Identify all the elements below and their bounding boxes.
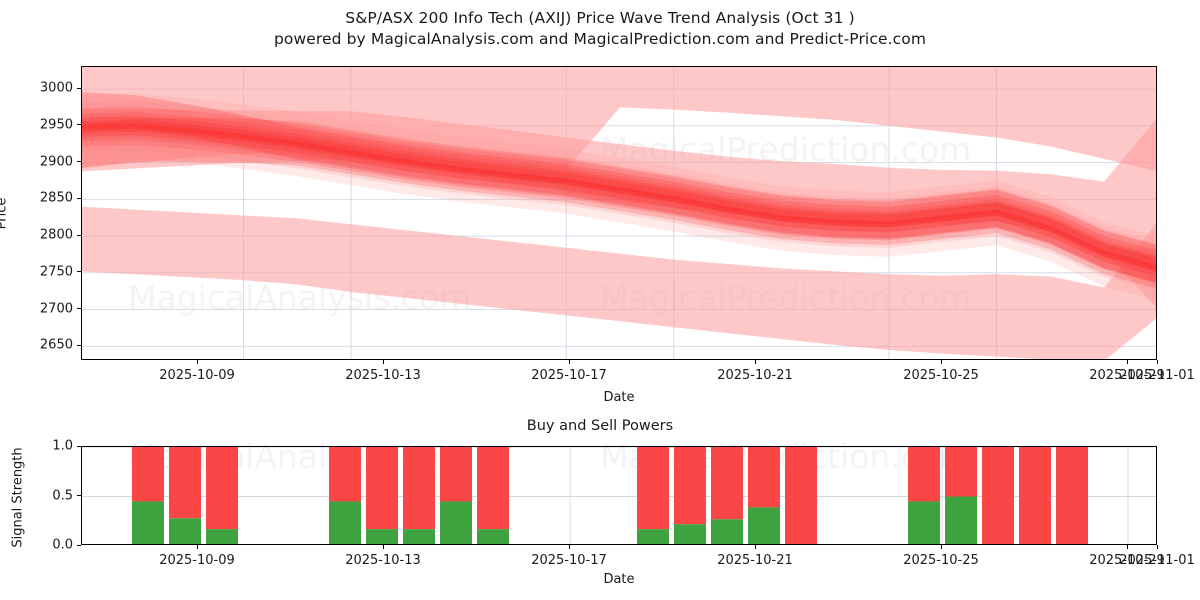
price-x-tick-label: 2025-10-29 — [1089, 368, 1165, 383]
signal-x-tick-mark — [568, 545, 570, 549]
buy-power-bar — [945, 496, 977, 544]
price-x-tick-label: 2025-11-01 — [1119, 368, 1195, 383]
sell-power-bar — [785, 447, 817, 544]
buy-power-bar — [403, 529, 435, 544]
price-chart-axes — [81, 66, 1157, 360]
sell-power-bar — [1056, 447, 1088, 544]
signal-bars — [132, 447, 1088, 544]
price-wave-plot — [82, 67, 1156, 359]
buy-power-bar — [637, 529, 669, 544]
sell-power-bar — [403, 447, 435, 530]
price-x-axis-label: Date — [603, 390, 635, 405]
signal-x-tick-label: 2025-10-13 — [345, 553, 421, 568]
signal-x-tick-mark — [1156, 545, 1158, 549]
chart-title-line-2: powered by MagicalAnalysis.com and Magic… — [273, 30, 927, 48]
signal-x-axis-label: Date — [603, 572, 635, 587]
sell-power-bar — [748, 447, 780, 508]
price-y-tick-label: 2650 — [39, 337, 73, 353]
price-x-tick-mark — [1126, 360, 1128, 364]
buy-power-bar — [908, 501, 940, 544]
sell-power-bar — [637, 447, 669, 530]
buy-power-bar — [711, 519, 743, 544]
price-x-tick-mark — [940, 360, 942, 364]
buy-power-bar — [329, 501, 361, 544]
buy-power-bar — [366, 529, 398, 544]
signal-x-tick-mark — [196, 545, 198, 549]
price-axis-label: Price — [0, 197, 10, 230]
sell-power-bar — [477, 447, 509, 530]
chart-title-block: S&P/ASX 200 Info Tech (AXIJ) Price Wave … — [0, 8, 1200, 50]
price-wave-edges — [82, 115, 1156, 276]
signal-x-tick-label: 2025-10-09 — [159, 553, 235, 568]
buy-power-bar — [132, 501, 164, 544]
sell-power-bar — [440, 447, 472, 502]
signal-x-tick-label: 2025-10-29 — [1089, 553, 1165, 568]
sell-power-bar — [674, 447, 706, 525]
price-x-tick-label: 2025-10-09 — [159, 368, 235, 383]
price-x-tick-label: 2025-10-25 — [903, 368, 979, 383]
buy-power-bar — [169, 518, 201, 544]
chart-title-line-1: S&P/ASX 200 Info Tech (AXIJ) Price Wave … — [345, 9, 855, 27]
sell-power-bar — [132, 447, 164, 502]
sell-power-bar — [945, 447, 977, 497]
price-x-tick-label: 2025-10-21 — [717, 368, 793, 383]
price-x-tick-mark — [754, 360, 756, 364]
buy-power-bar — [440, 501, 472, 544]
signal-y-tick-label: 0.0 — [52, 537, 73, 553]
buy-power-bar — [477, 529, 509, 544]
sell-power-bar — [711, 447, 743, 520]
buy-sell-powers-plot — [82, 447, 1156, 544]
sell-power-bar — [908, 447, 940, 502]
signal-x-tick-mark — [754, 545, 756, 549]
signal-axis-label: Signal Strength — [10, 447, 26, 548]
sell-power-bar — [206, 447, 238, 530]
signal-x-tick-label: 2025-10-17 — [531, 553, 607, 568]
price-y-tick-label: 2700 — [39, 301, 73, 317]
buy-power-bar — [748, 507, 780, 544]
price-x-tick-label: 2025-10-13 — [345, 368, 421, 383]
price-y-tick-label: 2950 — [39, 117, 73, 133]
price-wave-ribbons — [82, 91, 1156, 301]
signal-x-tick-label: 2025-10-25 — [903, 553, 979, 568]
sell-power-bar — [982, 447, 1014, 544]
price-y-tick-label: 2900 — [39, 154, 73, 170]
sell-power-bar — [329, 447, 361, 502]
signal-y-tick-label: 1.0 — [52, 438, 73, 454]
buy-power-bar — [674, 524, 706, 544]
signal-x-tick-mark — [940, 545, 942, 549]
price-y-tick-label: 2800 — [39, 227, 73, 243]
signal-chart-title: Buy and Sell Powers — [526, 418, 674, 434]
buy-power-bar — [206, 529, 238, 544]
signal-x-tick-label: 2025-10-21 — [717, 553, 793, 568]
signal-x-tick-label: 2025-11-01 — [1119, 553, 1195, 568]
price-x-tick-mark — [382, 360, 384, 364]
sell-power-bar — [366, 447, 398, 530]
price-y-tick-label: 2850 — [39, 190, 73, 206]
price-x-tick-label: 2025-10-17 — [531, 368, 607, 383]
signal-y-tick-label: 0.5 — [52, 488, 73, 503]
sell-power-bar — [1019, 447, 1051, 544]
signal-x-tick-mark — [382, 545, 384, 549]
price-y-tick-label: 3000 — [39, 80, 73, 96]
price-x-tick-mark — [1156, 360, 1158, 364]
signal-chart-axes — [81, 446, 1157, 545]
sell-power-bar — [169, 447, 201, 519]
price-x-tick-mark — [568, 360, 570, 364]
price-y-tick-label: 2750 — [39, 264, 73, 280]
signal-x-tick-mark — [1126, 545, 1128, 549]
price-x-tick-mark — [196, 360, 198, 364]
